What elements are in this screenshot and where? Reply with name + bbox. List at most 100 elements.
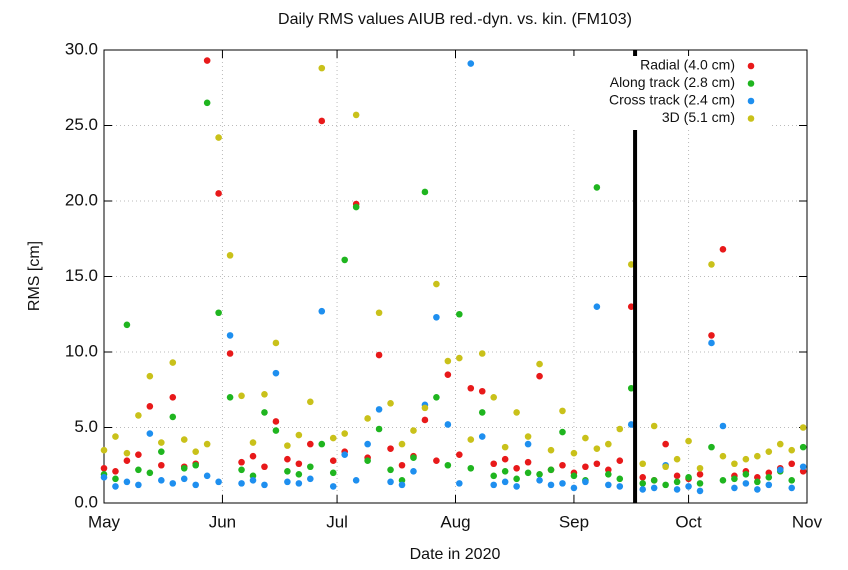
point: [249, 439, 257, 446]
point: [318, 117, 326, 125]
point: [708, 261, 715, 268]
legend-marker: [747, 80, 755, 87]
point: [559, 407, 566, 415]
point: [307, 475, 314, 483]
point: [501, 478, 509, 486]
point: [329, 469, 337, 477]
point: [754, 474, 761, 481]
point: [364, 440, 371, 448]
point: [238, 458, 245, 466]
point: [639, 460, 647, 468]
point: [719, 452, 727, 460]
point: [169, 359, 177, 366]
point: [788, 446, 796, 454]
x-tick-label: May: [88, 512, 121, 531]
point: [307, 398, 314, 406]
point: [570, 472, 578, 480]
point: [158, 439, 165, 446]
point: [524, 433, 532, 440]
point: [203, 57, 211, 64]
point: [238, 392, 245, 400]
point: [238, 480, 245, 487]
point: [639, 480, 647, 487]
point: [754, 478, 761, 486]
point: [536, 471, 543, 478]
point: [467, 464, 475, 472]
point: [100, 464, 108, 472]
point: [650, 477, 658, 484]
point: [192, 448, 199, 455]
point: [215, 134, 222, 141]
y-tick-label: 15.0: [65, 266, 98, 285]
point: [593, 303, 601, 311]
point: [559, 428, 566, 436]
point: [444, 461, 452, 469]
point: [650, 484, 658, 492]
point: [318, 440, 326, 448]
point: [375, 309, 383, 317]
point: [318, 64, 326, 72]
point: [627, 303, 635, 311]
point: [513, 464, 520, 472]
point: [547, 466, 555, 474]
point: [203, 99, 211, 107]
point: [765, 448, 773, 455]
point: [662, 463, 669, 471]
point: [169, 394, 177, 401]
point: [719, 477, 727, 484]
point: [627, 261, 635, 268]
point: [719, 422, 727, 430]
point: [524, 440, 532, 448]
plot-frame: [103, 49, 808, 504]
point: [501, 467, 509, 475]
legend-marker: [747, 115, 755, 122]
y-axis-title: RMS [cm]: [26, 241, 43, 311]
point: [261, 463, 268, 471]
point: [570, 484, 578, 492]
point: [215, 190, 222, 197]
point: [421, 404, 429, 412]
point: [570, 449, 578, 457]
point: [593, 184, 601, 191]
point: [398, 477, 406, 484]
point: [685, 474, 692, 481]
point: [501, 455, 509, 463]
point: [341, 256, 349, 264]
point: [559, 480, 566, 487]
point: [261, 390, 268, 398]
point: [341, 451, 349, 458]
point: [158, 448, 165, 455]
x-tick-label: Nov: [792, 512, 823, 531]
point: [226, 332, 234, 339]
point: [456, 310, 463, 318]
point: [398, 461, 406, 469]
point: [685, 483, 692, 490]
point: [123, 457, 131, 465]
point: [215, 478, 222, 486]
point: [123, 478, 131, 486]
point: [754, 452, 761, 460]
point: [135, 451, 142, 458]
point: [295, 480, 303, 487]
point: [146, 403, 154, 410]
point: [731, 460, 738, 468]
point: [112, 433, 119, 440]
point: [352, 111, 360, 119]
chart-title: Daily RMS values AIUB red.-dyn. vs. kin.…: [278, 11, 632, 28]
point: [352, 203, 360, 211]
point: [788, 460, 796, 468]
point: [673, 478, 681, 486]
legend-label: Radial (4.0 cm): [640, 57, 735, 73]
point: [226, 252, 234, 259]
point: [238, 466, 245, 474]
point: [158, 461, 165, 469]
point: [112, 467, 119, 475]
point: [135, 481, 142, 489]
x-tick-label: Oct: [675, 512, 702, 531]
point: [696, 487, 704, 495]
point: [180, 436, 188, 443]
point: [765, 481, 773, 489]
point: [100, 446, 108, 454]
point: [754, 486, 761, 493]
